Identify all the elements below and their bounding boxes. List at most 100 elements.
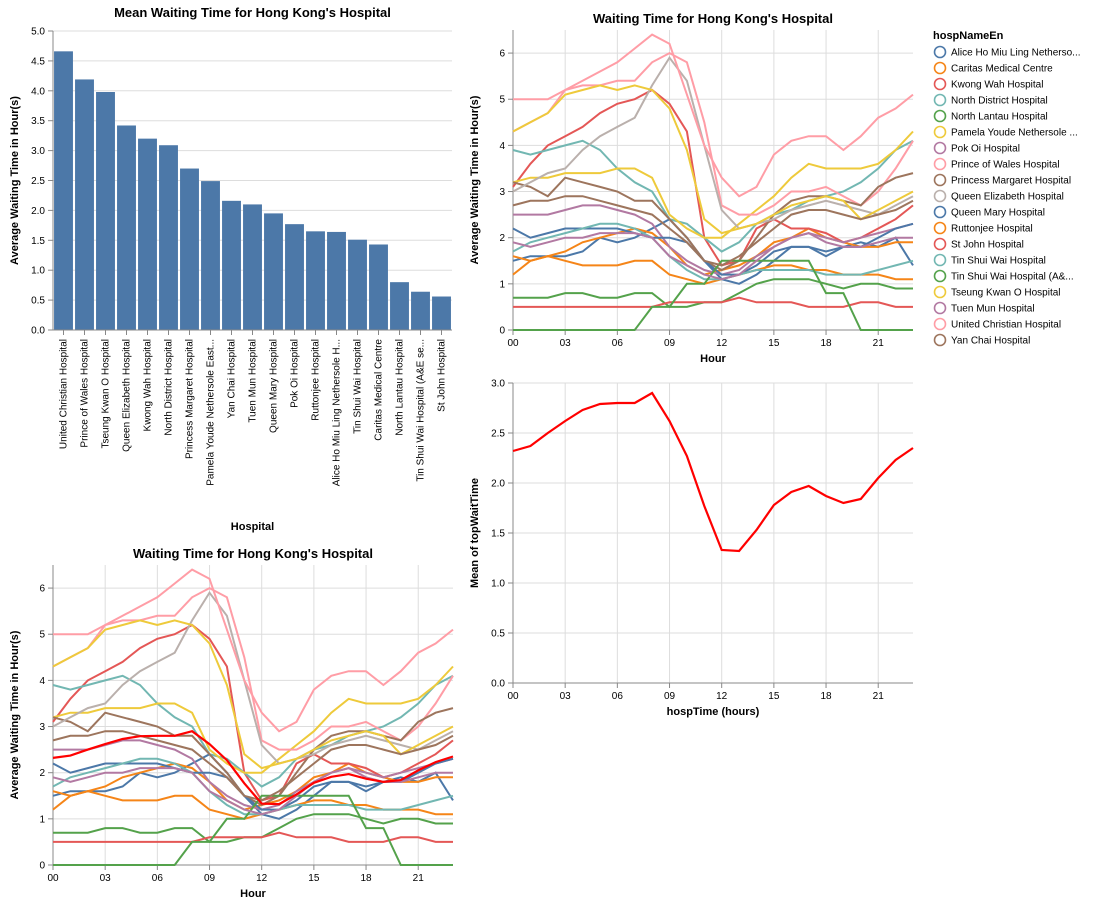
bar-yan-chai-hospital [222, 200, 241, 330]
legend-label-queen-mary-hospital: Queen Mary Hospital [951, 208, 1045, 219]
bar-prince-of-wales-hospital [75, 79, 94, 330]
legend-label-princess-margaret-hospital: Princess Margaret Hospital [951, 176, 1071, 187]
mean-chart-x-tick-label: 18 [820, 691, 832, 702]
bar-north-lantau-hospital [390, 282, 409, 330]
overlay-chart-x-tick-label: 15 [308, 873, 320, 884]
legend-symbol-alice-ho-miu-ling-netherso [933, 45, 947, 59]
hourly-chart-line-queen-elizabeth-hospital [512, 55, 914, 230]
mean-chart-x-tick-label: 12 [716, 691, 728, 702]
hourly-chart-line-yan-chai-hospital [512, 195, 914, 267]
legend-symbol-tin-shui-wai-hospital [933, 253, 947, 267]
hourly-chart-x-tick-label: 09 [664, 338, 676, 349]
legend-symbol-caritas-medical-centre [933, 61, 947, 75]
bar-chart-x-tick-label: Caritas Medical Centre [374, 339, 385, 441]
legend-symbol-princess-margaret-hospital [933, 173, 947, 187]
overlay-chart-y-tick-label: 4 [39, 676, 45, 687]
bar-chart-x-tick-label: Kwong Wah Hospital [143, 339, 154, 431]
mean-chart-x-tick-label: 09 [664, 691, 676, 702]
mean-chart-y-tick-label: 1.0 [491, 579, 505, 590]
legend-label-north-district-hospital: North District Hospital [951, 96, 1048, 107]
bar-pamela-youde-nethersole-east [201, 181, 220, 330]
bar-chart-y-tick-label: 0.0 [31, 326, 45, 337]
hourly-chart-y-tick-label: 4 [499, 141, 505, 152]
mean-chart-y-tick-label: 0.0 [491, 679, 505, 690]
bar-chart-y-tick-label: 5.0 [31, 27, 45, 38]
overlay-chart-x-tick-label: 12 [256, 873, 268, 884]
bar-chart-title: Mean Waiting Time for Hong Kong's Hospit… [114, 5, 391, 20]
overlay-chart-line-yan-chai-hospital [52, 730, 454, 802]
bar-queen-mary-hospital [264, 213, 283, 330]
legend-symbol-ruttonjee-hospital [933, 221, 947, 235]
bar-caritas-medical-centre [369, 244, 388, 330]
overlay-chart-y-tick-label: 0 [39, 861, 45, 872]
mean-chart-x-axis-title: hospTime (hours) [667, 706, 760, 718]
bar-kwong-wah-hospital [138, 138, 157, 330]
mean-chart-x-tick-label: 00 [507, 691, 519, 702]
legend-symbol-prince-of-wales-hospital [933, 157, 947, 171]
hourly-chart-y-tick-label: 2 [499, 233, 505, 244]
hourly-chart-line-st-john-hospital [513, 296, 913, 308]
hourly-chart-line-united-christian-hospital [513, 33, 914, 198]
mean-chart-x-tick-label: 03 [560, 691, 572, 702]
legend-label-united-christian-hospital: United Christian Hospital [951, 320, 1061, 331]
overlay-chart-line-princess-margaret-hospital [52, 707, 454, 807]
hourly-chart-x-tick-label: 06 [612, 338, 624, 349]
overlay-chart-x-tick-label: 09 [204, 873, 216, 884]
legend-label-tuen-mun-hospital: Tuen Mun Hospital [951, 304, 1035, 315]
bar-chart-x-tick-label: North Lantau Hospital [395, 339, 406, 436]
hourly-chart-line-pamela-youde-nethersole [512, 130, 914, 239]
hospital-legend: hospNameEn Alice Ho Miu Ling Netherso... C… [933, 30, 1081, 347]
overlay-chart-line-st-john-hospital [53, 831, 453, 843]
legend-symbol-yan-chai-hospital [933, 333, 947, 347]
bar-chart-y-tick-label: 1.0 [31, 266, 45, 277]
bar-chart-y-tick-label: 2.5 [31, 176, 45, 187]
bar-tuen-mun-hospital [243, 204, 262, 330]
hourly-chart-line-tseung-kwan-o-hospital [512, 84, 914, 235]
bar-chart: 0.0 0.5 1.0 1.5 2.0 2.5 3.0 3.5 4.0 4.5 5.0 United … [9, 5, 452, 533]
overlay-chart-line-prince-of-wales-hospital [52, 586, 454, 751]
bar-chart-y-tick-label: 1.5 [31, 236, 45, 247]
overlay-chart-y-tick-label: 1 [39, 814, 45, 825]
legend-label-prince-of-wales-hospital: Prince of Wales Hospital [951, 160, 1060, 171]
overlay-chart-y-tick-label: 2 [39, 768, 45, 779]
legend-label-st-john-hospital: St John Hospital [951, 240, 1024, 251]
overlay-chart-mean-line [52, 730, 454, 806]
bar-alice-ho-miu-ling-nethersole-h [327, 231, 346, 330]
bar-chart-x-tick-label: Prince of Wales Hospital [80, 339, 91, 448]
legend-symbol-queen-mary-hospital [933, 205, 947, 219]
hourly-chart-y-tick-label: 5 [499, 95, 505, 106]
mean-chart-y-tick-label: 3.0 [491, 379, 505, 390]
legend-symbol-north-lantau-hospital [933, 109, 947, 123]
bar-united-christian-hospital [54, 51, 73, 330]
bar-chart-x-tick-label: St John Hospital [437, 339, 448, 412]
legend-label-ruttonjee-hospital: Ruttonjee Hospital [951, 224, 1033, 235]
overlay-chart-x-tick-label: 18 [360, 873, 372, 884]
overlay-chart-line-tin-shui-wai-hospital [52, 757, 454, 816]
overlay-chart-line-north-district-hospital [52, 674, 454, 788]
legend-symbol-queen-elizabeth-hospital [933, 189, 947, 203]
hourly-chart-y-tick-label: 1 [499, 279, 505, 290]
overlay-chart-y-axis-title: Average Waiting Time in Hour(s) [9, 630, 21, 799]
bar-tseung-kwan-o-hospital [96, 91, 115, 330]
hourly-chart-line-prince-of-wales-hospital [512, 51, 914, 216]
bar-chart-y-tick-label: 4.5 [31, 56, 45, 67]
legend-label-tin-shui-wai-hospital: Tin Shui Wai Hospital [951, 256, 1046, 267]
legend-symbol-kwong-wah-hospital [933, 77, 947, 91]
legend-label-tseung-kwan-o-hospital: Tseung Kwan O Hospital [951, 288, 1061, 299]
bar-chart-x-tick-label: Tin Shui Wai Hospital (A&E se... [416, 339, 427, 482]
bar-north-district-hospital [159, 145, 178, 330]
legend-symbol-st-john-hospital [933, 237, 947, 251]
bar-chart-x-tick-label: Yan Chai Hospital [227, 339, 238, 418]
hourly-chart-x-tick-label: 03 [560, 338, 572, 349]
hourly-chart-x-tick-label: 12 [716, 338, 728, 349]
bar-chart-x-tick-label: Queen Mary Hospital [269, 339, 280, 433]
hourly-chart-y-axis-title: Average Waiting Time in Hour(s) [469, 95, 481, 264]
hourly-chart-x-axis-title: Hour [700, 353, 726, 365]
bar-chart-x-axis-title: Hospital [231, 521, 274, 533]
bar-chart-y-axis-title: Average Waiting Time in Hour(s) [9, 96, 21, 265]
legend-label-queen-elizabeth-hospital: Queen Elizabeth Hospital [951, 192, 1064, 203]
overlay-chart-line-queen-elizabeth-hospital [52, 590, 454, 765]
legend-symbol-north-district-hospital [933, 93, 947, 107]
mean-chart-line [512, 391, 914, 553]
